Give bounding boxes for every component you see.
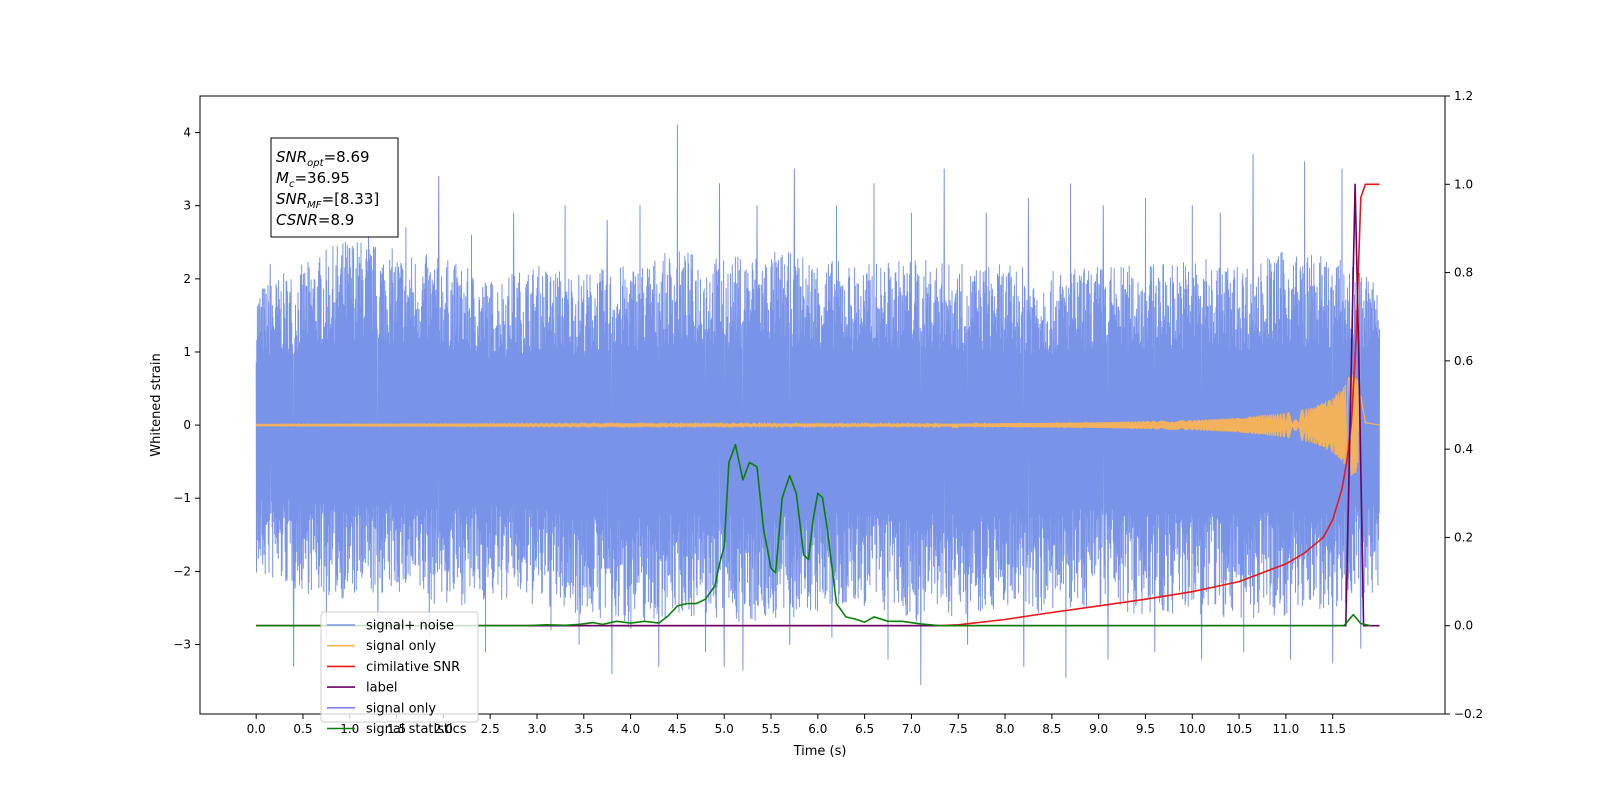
plot-frame <box>199 95 1446 715</box>
x-tick-label: 8.0 <box>995 722 1014 736</box>
legend-label: signal statistics <box>366 722 467 737</box>
x-tick-label: 5.5 <box>761 722 780 736</box>
x-tick-label: 7.5 <box>949 722 968 736</box>
x-axis: 0.0 0.5 1.0 1.5 2.0 2.5 3.0 3.5 4.0 4.5 5.0 5.5 6.0 6… <box>247 714 1346 736</box>
y-tick-label: 0 <box>183 418 191 432</box>
y-axis-right: −0.2 0.0 0.2 0.4 0.6 0.8 1.0 1.2 <box>1445 89 1483 721</box>
x-tick-label: 3.0 <box>527 722 546 736</box>
y-tick-label: 4 <box>183 126 191 140</box>
annotation-line: SNRMF=[8.33] <box>276 190 379 211</box>
annotation-symbol: SNR <box>276 190 307 208</box>
y2-tick-label: 0.2 <box>1454 530 1473 544</box>
y2-tick-label: 0.4 <box>1454 442 1473 456</box>
legend-items: signal+ noise signal only cimilative SNR la… <box>327 619 467 737</box>
x-tick-label: 8.5 <box>1042 722 1061 736</box>
legend-label: label <box>366 681 397 696</box>
x-tick-label: 6.5 <box>855 722 874 736</box>
series-signal-statistics-line <box>256 443 1371 627</box>
x-tick-label: 9.5 <box>1136 722 1155 736</box>
y-axis-left: −3 −2 −1 0 1 2 3 4 <box>173 126 200 652</box>
y2-tick-label: 0.0 <box>1454 619 1473 633</box>
annotation-symbol: CSNR <box>276 211 318 229</box>
annotation-value: =8.69 <box>324 148 370 166</box>
annotation-line: CSNR=8.9 <box>276 211 354 229</box>
annotation-subscript: opt <box>307 158 324 169</box>
y-tick-label: 2 <box>183 272 191 286</box>
annotation-value: =36.95 <box>294 169 350 187</box>
x-tick-label: 6.0 <box>808 722 827 736</box>
y-tick-label: −2 <box>173 564 191 578</box>
legend-label: signal+ noise <box>366 619 454 634</box>
x-tick-label: 3.5 <box>574 722 593 736</box>
legend: signal+ noise signal only cimilative SNR la… <box>320 611 479 737</box>
annotation-line: SNRopt=8.69 <box>276 148 370 169</box>
x-tick-label: 2.0 <box>434 722 453 736</box>
x-axis-label: Time (s) <box>793 744 847 759</box>
x-tick-label: 11.0 <box>1273 722 1300 736</box>
series-layer <box>255 124 1380 686</box>
annotation-symbol: M <box>276 169 289 187</box>
series-cumulative-snr-line <box>256 183 1380 627</box>
x-tick-label: 11.5 <box>1319 722 1346 736</box>
x-tick-label: 2.5 <box>481 722 500 736</box>
annotation-line: Mc=36.95 <box>276 169 350 190</box>
x-tick-label: 7.0 <box>902 722 921 736</box>
series-signal-only-line <box>255 374 1380 476</box>
y-axis-label: Whitened strain <box>149 353 164 456</box>
legend-label: cimilative SNR <box>366 660 460 675</box>
annotation-value: =8.9 <box>318 211 354 229</box>
y-tick-label: −3 <box>173 638 191 652</box>
y2-tick-label: 1.2 <box>1454 89 1473 103</box>
y2-tick-label: 0.8 <box>1454 266 1473 280</box>
y-tick-label: 3 <box>183 199 191 213</box>
legend-frame <box>320 611 479 723</box>
x-tick-label: 4.5 <box>668 722 687 736</box>
legend-label: signal only <box>366 701 436 716</box>
x-tick-label: 4.0 <box>621 722 640 736</box>
annotation-subscript: c <box>289 179 295 190</box>
annotation-value: =[8.33] <box>322 190 380 208</box>
x-tick-label: 9.0 <box>1089 722 1108 736</box>
x-tick-label: 0.0 <box>247 722 266 736</box>
annotation-frame <box>270 137 399 238</box>
x-tick-label: 0.5 <box>293 722 312 736</box>
x-tick-label: 10.5 <box>1226 722 1253 736</box>
annotation-symbol: SNR <box>276 148 307 166</box>
y2-tick-label: 0.6 <box>1454 354 1473 368</box>
legend-label: signal only <box>366 639 436 654</box>
series-signal-noise-line <box>255 124 1380 686</box>
x-tick-label: 5.0 <box>715 722 734 736</box>
y2-tick-label: 1.0 <box>1454 177 1473 191</box>
x-tick-label: 10.0 <box>1179 722 1206 736</box>
y2-tick-label: −0.2 <box>1454 707 1483 721</box>
annotation-subscript: MF <box>307 200 322 211</box>
y-tick-label: 1 <box>183 345 191 359</box>
x-tick-label: 1.5 <box>387 722 406 736</box>
y-tick-label: −1 <box>173 491 191 505</box>
